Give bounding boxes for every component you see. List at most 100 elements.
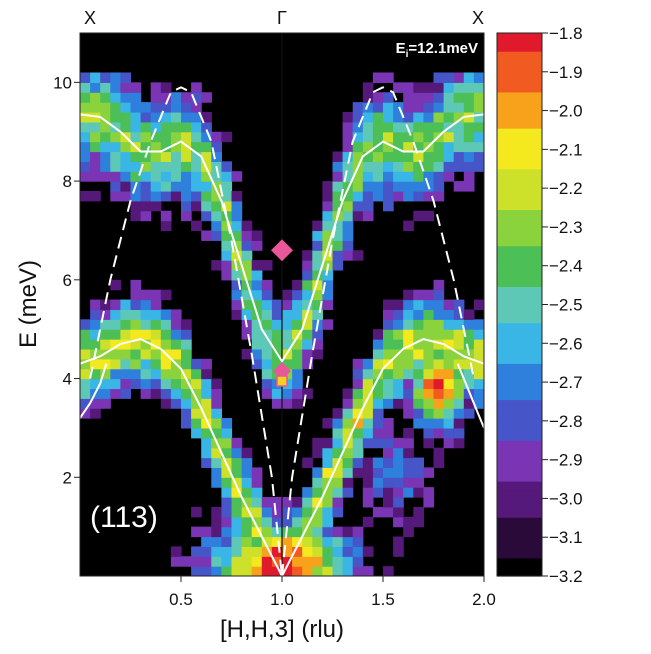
heatmap-cell [191, 220, 202, 232]
heatmap-cell [130, 161, 142, 172]
heatmap-cell [443, 339, 455, 350]
heatmap-cell [413, 348, 424, 360]
colorbar-segment [497, 462, 542, 468]
heatmap-cell [342, 210, 354, 222]
heatmap-cell [201, 566, 212, 576]
heatmap-cell [372, 408, 384, 419]
heatmap-cell [90, 72, 101, 83]
heatmap-cell [130, 210, 142, 222]
heatmap-cell [443, 92, 455, 103]
heatmap-cell [383, 447, 394, 459]
heatmap-cell [433, 408, 445, 419]
heatmap-cell [352, 546, 364, 557]
heatmap-cell [403, 190, 414, 202]
heatmap-cell [140, 210, 152, 222]
heatmap-cell [362, 398, 374, 409]
heatmap-cell [453, 388, 465, 399]
heatmap-cell [342, 190, 354, 202]
heatmap-cell [473, 398, 484, 409]
heatmap-cell [181, 398, 192, 409]
heatmap-cell [383, 437, 394, 449]
heatmap-cell [383, 418, 394, 429]
heatmap-cell [160, 210, 172, 222]
heatmap-cell [372, 190, 384, 202]
heatmap-cell [322, 210, 334, 222]
heatmap-cell [383, 398, 394, 409]
heatmap-cell [221, 477, 233, 488]
heatmap-cell [403, 92, 414, 103]
heatmap-cell [282, 536, 293, 547]
heatmap-cell [221, 546, 233, 557]
heatmap-cell [423, 299, 435, 311]
heatmap-cell [251, 230, 263, 241]
colorbar-segment [497, 109, 542, 116]
colorbar-segment [497, 521, 542, 527]
colorbar-segment [497, 78, 542, 84]
heatmap-cell [393, 121, 404, 133]
heatmap-cell [383, 566, 394, 576]
heatmap-cell [322, 457, 334, 468]
heatmap-cell [322, 487, 334, 498]
heatmap-cell [241, 289, 253, 301]
heatmap-cell [473, 131, 484, 143]
heatmap-cell [433, 299, 445, 311]
heatmap-cell [140, 102, 152, 113]
heatmap-cell [473, 102, 484, 113]
heatmap-cell [130, 309, 142, 320]
heatmap-cell [181, 171, 192, 182]
heatmap-cell [393, 171, 404, 182]
heatmap-cell [90, 171, 101, 182]
heatmap-cell [292, 309, 303, 320]
colorbar-segment [497, 399, 542, 405]
heatmap-cell [80, 348, 91, 360]
heatmap-cell [403, 161, 414, 172]
heatmap-cell [372, 418, 384, 429]
heatmap-cell [292, 329, 303, 340]
colorbar-segment [497, 318, 542, 324]
heatmap-cell [110, 339, 121, 350]
heatmap-cell [342, 240, 354, 251]
heatmap-cell [443, 398, 455, 409]
heatmap-cell [241, 457, 253, 468]
heatmap-cell [423, 151, 435, 162]
colorbar-segment [497, 218, 542, 224]
heatmap-cell [160, 102, 172, 113]
heatmap-cell [393, 151, 404, 162]
heatmap-cell [342, 141, 354, 153]
heatmap-cell [463, 329, 475, 340]
heatmap-cell [282, 329, 293, 340]
heatmap-cell [423, 309, 435, 320]
heatmap-cell [453, 358, 465, 370]
heatmap-cell [383, 477, 394, 488]
heatmap-cell [160, 92, 172, 103]
heatmap-cell [150, 111, 162, 123]
heatmap-cell [221, 269, 233, 281]
heatmap-cell [130, 151, 142, 162]
heatmap-cell [473, 92, 484, 103]
heatmap-cell [231, 506, 243, 518]
heatmap-cell [211, 131, 222, 143]
heatmap-cell [231, 477, 243, 488]
heatmap-cell [332, 536, 344, 547]
heatmap-cell [413, 210, 424, 222]
colorbar-segment [497, 544, 542, 550]
heatmap-cell [322, 250, 334, 261]
x-tick-label: 1.0 [270, 590, 294, 609]
heatmap-cell [342, 556, 354, 567]
heatmap-cell [90, 408, 101, 419]
heatmap-cell [403, 329, 414, 340]
heatmap-cell [160, 368, 172, 380]
heatmap-cell [433, 141, 445, 153]
heatmap-cell [90, 368, 101, 380]
heatmap-cell [271, 319, 283, 330]
colorbar-segment [497, 404, 542, 410]
heatmap-cell [80, 121, 91, 133]
heatmap-cell [342, 200, 354, 212]
colorbar-segment [497, 440, 542, 446]
heatmap-cell [282, 566, 293, 576]
heatmap-cell [342, 151, 354, 162]
heatmap-cell [110, 190, 121, 202]
heatmap-cell [383, 467, 394, 478]
heatmap-cell [302, 250, 313, 261]
